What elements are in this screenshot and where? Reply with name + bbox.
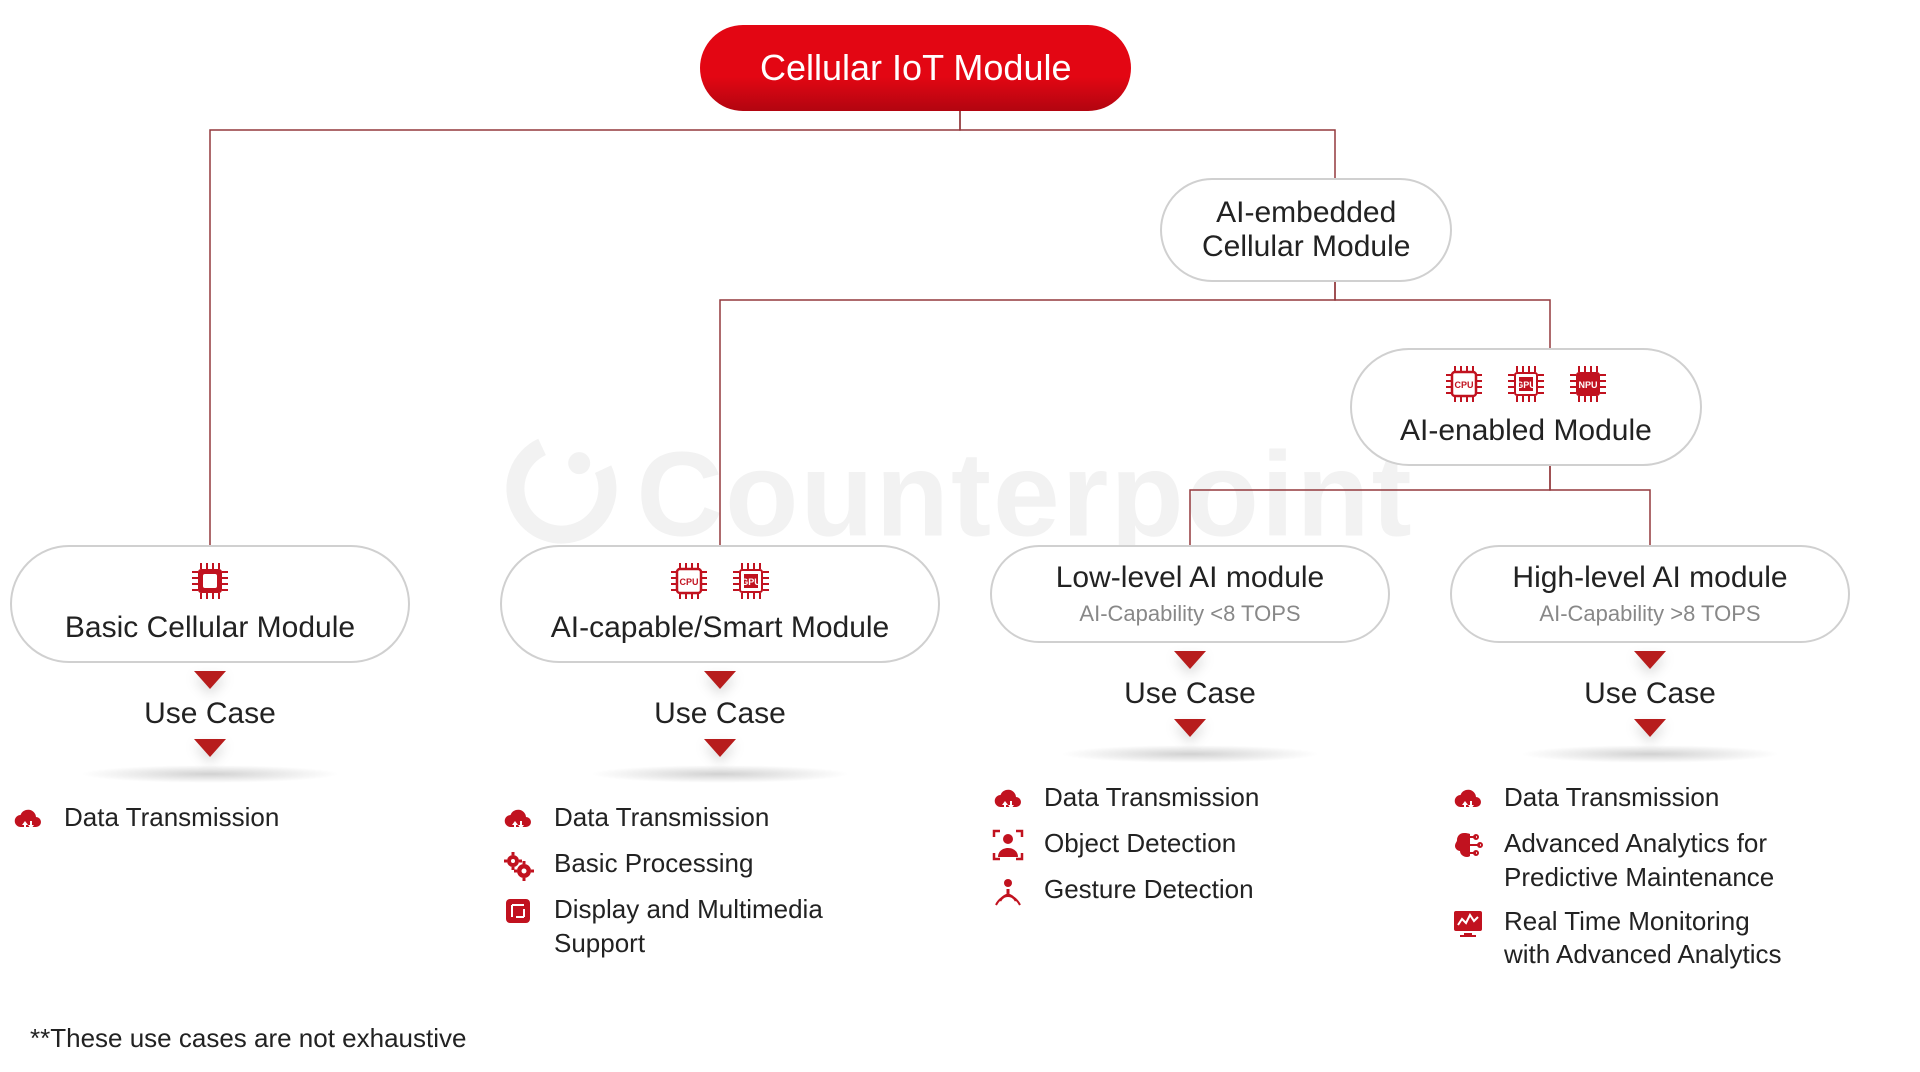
leaf-high-usecase-list: Data Transmission Advanced Analytics for… (1450, 781, 1850, 972)
usecase-item: Display and Multimedia Support (500, 893, 940, 961)
leaf-smart: CPUGPU AI-capable/Smart Module Use Case … (500, 545, 940, 971)
ai-enabled-label: AI-enabled Module (1400, 414, 1652, 448)
arrow-down-icon (1634, 719, 1666, 737)
usecase-item-text: Data Transmission (64, 801, 279, 835)
gpu-chip-icon: GPU (729, 559, 773, 603)
gpu-chip-icon: GPU (1504, 362, 1548, 406)
usecase-item-text: Basic Processing (554, 847, 753, 881)
svg-text:CPU: CPU (1454, 380, 1473, 390)
root-pill: Cellular IoT Module (700, 25, 1131, 111)
leaf-basic: Basic Cellular Module Use Case Data Tran… (10, 545, 410, 847)
arrow-down-icon (1174, 719, 1206, 737)
object-detect-icon (990, 827, 1026, 863)
ai-embedded-node: AI-embedded Cellular Module (1160, 178, 1452, 282)
ai-embedded-line2: Cellular Module (1202, 230, 1410, 264)
leaf-basic-usecase-label: Use Case (10, 697, 410, 731)
cloud-transfer-icon (500, 801, 536, 837)
leaf-smart-chips: CPU GPU (542, 559, 898, 603)
usecase-item-text: Data Transmission (1504, 781, 1719, 815)
usecase-item: Data Transmission (500, 801, 940, 837)
leaf-basic-title: Basic Cellular Module (52, 611, 368, 645)
ai-enabled-node: CPU GPU NPU AI-enabled Module (1350, 348, 1702, 466)
usecase-item: Object Detection (990, 827, 1390, 863)
gears-icon (500, 847, 536, 883)
leaf-basic-usecase-list: Data Transmission (10, 801, 410, 837)
arrow-down-icon (704, 671, 736, 689)
ai-enabled-chips: CPU GPU NPU (1400, 362, 1652, 406)
leaf-high-usecase-label: Use Case (1450, 677, 1850, 711)
usecase-item: Real Time Monitoring with Advanced Analy… (1450, 905, 1850, 973)
usecase-item: Data Transmission (990, 781, 1390, 817)
npu-chip-icon: NPU (1566, 362, 1610, 406)
leaf-smart-usecase-label: Use Case (500, 697, 940, 731)
usecase-item-text: Object Detection (1044, 827, 1236, 861)
leaf-smart-pill: CPU GPU AI-capable/Smart Module (500, 545, 940, 663)
leaf-low-pill: Low-level AI module AI-Capability <8 TOP… (990, 545, 1390, 643)
svg-text:CPU: CPU (679, 577, 698, 587)
usecase-item-text: Advanced Analytics for Predictive Mainte… (1504, 827, 1784, 895)
usecase-item-text: Data Transmission (554, 801, 769, 835)
root-label: Cellular IoT Module (760, 47, 1071, 88)
usecase-item: Data Transmission (1450, 781, 1850, 817)
shadow-divider (590, 765, 850, 783)
usecase-item-text: Display and Multimedia Support (554, 893, 834, 961)
root-node: Cellular IoT Module (700, 25, 1131, 111)
usecase-item-text: Real Time Monitoring with Advanced Analy… (1504, 905, 1784, 973)
footnote: **These use cases are not exhaustive (30, 1023, 466, 1054)
usecase-item-text: Data Transmission (1044, 781, 1259, 815)
usecase-item: Gesture Detection (990, 873, 1390, 909)
leaf-low: Low-level AI module AI-Capability <8 TOP… (990, 545, 1390, 919)
shadow-divider (1060, 745, 1320, 763)
leaf-high-pill: High-level AI module AI-Capability >8 TO… (1450, 545, 1850, 643)
arrow-down-icon (704, 739, 736, 757)
leaf-smart-usecase-list: Data Transmission Basic Processing Displ… (500, 801, 940, 961)
arrow-down-icon (1634, 651, 1666, 669)
ai-embedded-line1: AI-embedded (1202, 196, 1410, 230)
gesture-icon (990, 873, 1026, 909)
leaf-low-usecase-list: Data Transmission Object Detection Gestu… (990, 781, 1390, 909)
brain-icon (1450, 827, 1486, 863)
leaf-high-sub: AI-Capability >8 TOPS (1492, 601, 1808, 627)
monitor-icon (1450, 905, 1486, 941)
usecase-item: Advanced Analytics for Predictive Mainte… (1450, 827, 1850, 895)
ai-enabled-pill: CPU GPU NPU AI-enabled Module (1350, 348, 1702, 466)
cloud-transfer-icon (1450, 781, 1486, 817)
arrow-down-icon (194, 671, 226, 689)
usecase-item-text: Gesture Detection (1044, 873, 1254, 907)
svg-text:NPU: NPU (1578, 380, 1597, 390)
leaf-basic-pill: Basic Cellular Module (10, 545, 410, 663)
shadow-divider (1520, 745, 1780, 763)
leaf-high-title: High-level AI module (1492, 561, 1808, 595)
leaf-low-usecase-label: Use Case (990, 677, 1390, 711)
ai-embedded-pill: AI-embedded Cellular Module (1160, 178, 1452, 282)
usecase-item: Basic Processing (500, 847, 940, 883)
leaf-basic-chips (52, 559, 368, 603)
cloud-transfer-icon (10, 801, 46, 837)
leaf-low-sub: AI-Capability <8 TOPS (1032, 601, 1348, 627)
cpu-simple-chip-icon (188, 559, 232, 603)
cloud-transfer-icon (990, 781, 1026, 817)
cpu-chip-icon: CPU (667, 559, 711, 603)
cpu-chip-icon: CPU (1442, 362, 1486, 406)
display-icon (500, 893, 536, 929)
footnote-text: **These use cases are not exhaustive (30, 1023, 466, 1053)
leaf-high: High-level AI module AI-Capability >8 TO… (1450, 545, 1850, 982)
leaf-low-title: Low-level AI module (1032, 561, 1348, 595)
svg-text:GPU: GPU (1516, 380, 1536, 390)
usecase-item: Data Transmission (10, 801, 410, 837)
leaf-smart-title: AI-capable/Smart Module (542, 611, 898, 645)
arrow-down-icon (194, 739, 226, 757)
shadow-divider (80, 765, 340, 783)
svg-text:GPU: GPU (741, 577, 761, 587)
arrow-down-icon (1174, 651, 1206, 669)
